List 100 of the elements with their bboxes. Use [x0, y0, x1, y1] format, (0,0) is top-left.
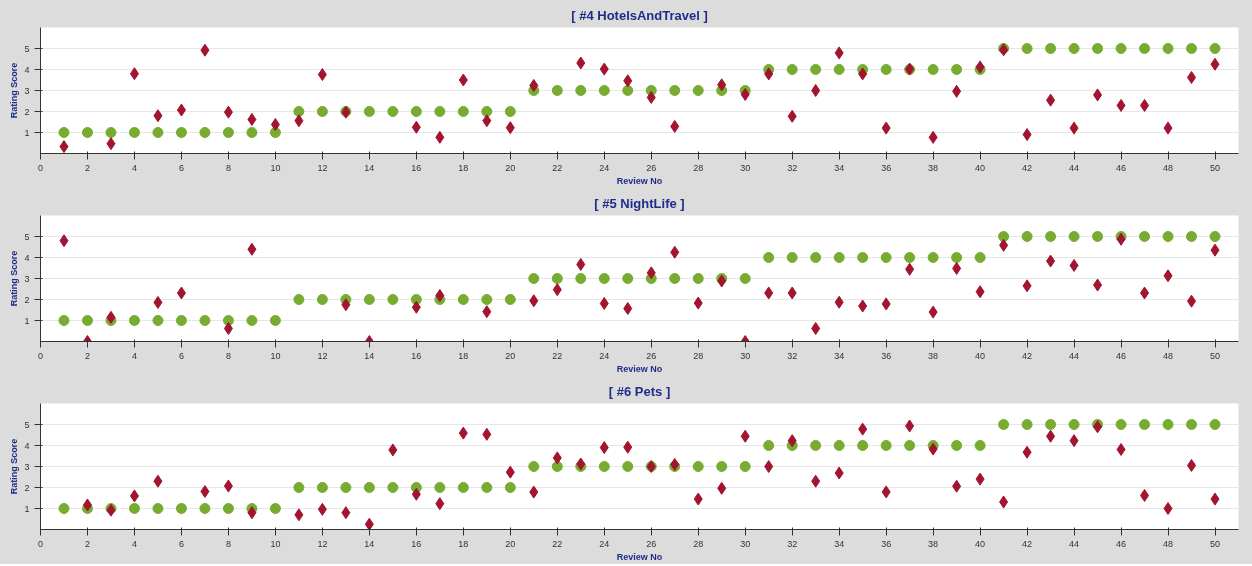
x-axis-title: Review No	[616, 363, 663, 374]
x-tick-label: 2	[84, 350, 90, 361]
x-tick-label: 4	[131, 350, 137, 361]
x-tick-label: 46	[1116, 538, 1127, 549]
x-tick-label: 0	[38, 162, 44, 173]
x-tick-label: 30	[740, 162, 751, 173]
x-tick-label: 18	[458, 162, 469, 173]
x-axis-title: Review No	[616, 175, 663, 186]
x-tick-label: 40	[975, 350, 986, 361]
x-tick-label: 44	[1069, 350, 1080, 361]
x-tick-label: 8	[225, 350, 231, 361]
x-tick-label: 48	[1163, 538, 1174, 549]
x-tick-label: 44	[1069, 538, 1080, 549]
x-tick-label: 16	[411, 538, 422, 549]
x-tick-label: 24	[599, 350, 610, 361]
x-tick-label: 22	[552, 350, 563, 361]
x-tick-label: 26	[646, 350, 657, 361]
x-tick-label: 26	[646, 162, 657, 173]
y-tick-label: 3	[24, 85, 30, 96]
y-tick-label: 5	[24, 419, 30, 430]
x-tick-label: 34	[834, 162, 845, 173]
x-tick-label: 18	[458, 538, 469, 549]
x-tick-label: 36	[881, 350, 892, 361]
y-tick-label: 2	[24, 294, 30, 305]
x-tick-label: 28	[693, 350, 704, 361]
x-tick-label: 20	[505, 350, 516, 361]
x-tick-label: 24	[599, 162, 610, 173]
x-tick-label: 32	[787, 162, 798, 173]
x-tick-label: 16	[411, 350, 422, 361]
y-tick-label: 4	[24, 440, 30, 451]
x-tick-label: 44	[1069, 162, 1080, 173]
x-tick-label: 30	[740, 538, 751, 549]
x-tick-label: 24	[599, 538, 610, 549]
x-tick-label: 50	[1210, 538, 1221, 549]
x-axis-title: Review No	[616, 551, 663, 562]
y-tick-label: 4	[24, 64, 30, 75]
x-tick-label: 40	[975, 162, 986, 173]
x-tick-label: 14	[364, 162, 375, 173]
x-tick-label: 16	[411, 162, 422, 173]
x-tick-label: 32	[787, 538, 798, 549]
y-tick-label: 5	[24, 231, 30, 242]
x-tick-label: 28	[693, 162, 704, 173]
x-tick-label: 28	[693, 538, 704, 549]
x-tick-label: 30	[740, 350, 751, 361]
x-tick-label: 32	[787, 350, 798, 361]
chart-title: [ #5 NightLife ]	[594, 195, 685, 211]
x-tick-label: 2	[84, 538, 90, 549]
x-tick-label: 38	[928, 350, 939, 361]
x-tick-label: 8	[225, 538, 231, 549]
y-tick-label: 3	[24, 461, 30, 472]
x-tick-label: 42	[1022, 162, 1033, 173]
y-axis-title: Rating Score	[9, 62, 20, 119]
x-tick-label: 0	[38, 538, 44, 549]
x-tick-label: 22	[552, 538, 563, 549]
x-tick-label: 50	[1210, 162, 1221, 173]
y-tick-label: 1	[24, 503, 30, 514]
x-tick-label: 8	[225, 162, 231, 173]
x-tick-label: 12	[317, 162, 328, 173]
x-tick-label: 20	[505, 538, 516, 549]
x-tick-label: 38	[928, 162, 939, 173]
y-axis-title: Rating Score	[9, 438, 20, 495]
x-tick-label: 14	[364, 350, 375, 361]
x-tick-label: 4	[131, 538, 137, 549]
y-tick-label: 5	[24, 43, 30, 54]
x-tick-label: 10	[270, 162, 281, 173]
x-tick-label: 2	[84, 162, 90, 173]
x-tick-label: 34	[834, 350, 845, 361]
x-tick-label: 38	[928, 538, 939, 549]
chart-title: [ #4 HotelsAndTravel ]	[571, 7, 708, 23]
x-tick-label: 6	[178, 538, 184, 549]
y-axis-title: Rating Score	[9, 250, 20, 307]
x-tick-label: 36	[881, 162, 892, 173]
x-tick-label: 36	[881, 538, 892, 549]
x-tick-label: 20	[505, 162, 516, 173]
x-tick-label: 0	[38, 350, 44, 361]
x-tick-label: 14	[364, 538, 375, 549]
x-tick-label: 42	[1022, 350, 1033, 361]
x-tick-label: 18	[458, 350, 469, 361]
x-tick-label: 10	[270, 350, 281, 361]
x-tick-label: 42	[1022, 538, 1033, 549]
x-tick-label: 12	[317, 350, 328, 361]
chart-title: [ #6 Pets ]	[608, 383, 671, 399]
x-tick-label: 6	[178, 162, 184, 173]
x-tick-label: 10	[270, 538, 281, 549]
x-tick-label: 48	[1163, 162, 1174, 173]
y-tick-label: 3	[24, 273, 30, 284]
x-tick-label: 4	[131, 162, 137, 173]
x-tick-label: 50	[1210, 350, 1221, 361]
x-tick-label: 34	[834, 538, 845, 549]
x-tick-label: 12	[317, 538, 328, 549]
y-tick-label: 2	[24, 482, 30, 493]
x-tick-label: 6	[178, 350, 184, 361]
x-tick-label: 26	[646, 538, 657, 549]
y-tick-label: 1	[24, 315, 30, 326]
x-tick-label: 46	[1116, 162, 1127, 173]
y-tick-label: 1	[24, 127, 30, 138]
x-tick-label: 48	[1163, 350, 1174, 361]
y-tick-label: 4	[24, 252, 30, 263]
x-tick-label: 46	[1116, 350, 1127, 361]
y-tick-label: 2	[24, 106, 30, 117]
